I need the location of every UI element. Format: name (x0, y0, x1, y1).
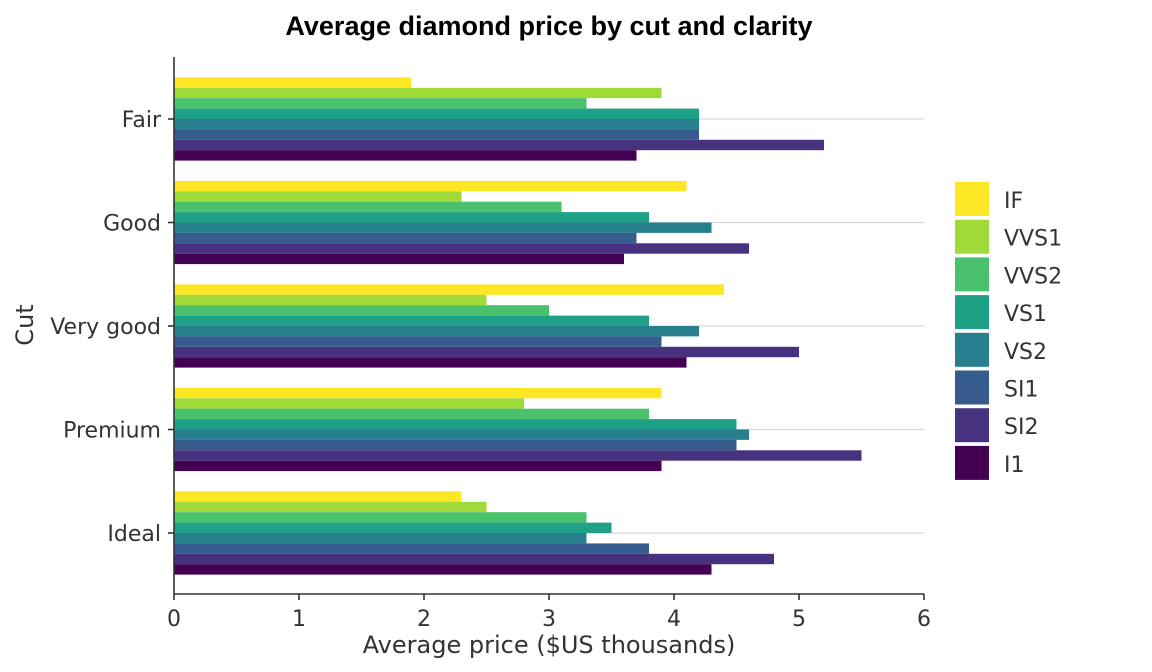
legend-label-si2: SI2 (1004, 415, 1038, 440)
y-tick-label-premium: Premium (63, 419, 161, 444)
bar-ideal-vs1 (174, 522, 612, 533)
legend-label-vvs1: VVS1 (1004, 227, 1062, 252)
tick-layer: Fair Good Very good Premium Ideal 0 1 2 3 4 5 6 (50, 108, 931, 632)
bar-fair-si1 (174, 129, 699, 140)
bar-fair-si2 (174, 139, 824, 151)
legend-swatch-vvs2 (955, 257, 989, 292)
legend-swatch-vs2 (955, 332, 989, 367)
bar-good-vvs2 (174, 201, 562, 213)
legend-label-vvs2: VVS2 (1004, 264, 1062, 289)
bar-fair-vs2 (174, 119, 699, 130)
legend-label-vs2: VS2 (1004, 340, 1047, 365)
legend-label-if: IF (1004, 189, 1023, 214)
bar-good-vvs1 (174, 191, 462, 202)
y-axis-title: Cut (11, 304, 39, 345)
bar-fair-vvs1 (174, 87, 662, 99)
legend-swatch-vs1 (955, 295, 989, 330)
bar-premium-vvs1 (174, 398, 524, 409)
legend-swatch-i1 (955, 445, 989, 480)
x-tick-label-3: 3 (542, 607, 556, 632)
bar-premium-vs2 (174, 429, 749, 440)
bar-good-vs1 (174, 212, 649, 223)
legend-swatch-si1 (955, 370, 989, 405)
bar-ideal-vvs1 (174, 501, 487, 513)
legend-swatch-vvs1 (955, 219, 989, 254)
bar-very-good-if (174, 284, 724, 295)
x-tick-label-5: 5 (792, 607, 806, 632)
x-tick-label-4: 4 (667, 607, 681, 632)
y-tick-label-ideal: Ideal (107, 522, 161, 547)
bar-premium-vs1 (174, 419, 737, 430)
bar-good-vs2 (174, 222, 712, 233)
bar-very-good-si2 (174, 346, 799, 358)
bar-premium-if (174, 387, 662, 399)
bar-very-good-vs1 (174, 315, 649, 326)
bar-fair-if (174, 77, 412, 88)
bar-fair-vvs2 (174, 98, 587, 109)
bar-good-i1 (174, 253, 624, 265)
y-tick-label-very-good: Very good (50, 315, 161, 340)
bar-good-if (174, 180, 687, 192)
y-tick-label-good: Good (103, 212, 161, 237)
x-tick-label-2: 2 (417, 607, 431, 632)
bar-very-good-vvs2 (174, 305, 549, 316)
x-axis-title: Average price ($US thousands) (363, 631, 736, 659)
bar-very-good-si1 (174, 336, 662, 347)
bar-layer (174, 77, 862, 575)
chart-title: Average diamond price by cut and clarity (285, 11, 812, 41)
bar-premium-vvs2 (174, 408, 649, 420)
y-tick-label-fair: Fair (122, 108, 162, 133)
legend-label-i1: I1 (1004, 453, 1025, 478)
bar-ideal-vs2 (174, 533, 587, 544)
legend: IF VVS1 VVS2 VS1 VS2 SI1 SI2 I1 (955, 182, 1062, 480)
bar-ideal-si1 (174, 543, 649, 554)
legend-swatch-si2 (955, 408, 989, 443)
bar-good-si2 (174, 243, 749, 254)
bar-good-si1 (174, 232, 637, 244)
bar-very-good-i1 (174, 357, 687, 368)
bar-premium-si1 (174, 439, 737, 451)
x-tick-label-6: 6 (917, 607, 931, 632)
bar-premium-si2 (174, 450, 862, 461)
bar-ideal-vvs2 (174, 512, 587, 523)
bar-ideal-i1 (174, 564, 712, 575)
legend-label-si1: SI1 (1004, 378, 1038, 403)
bar-fair-i1 (174, 150, 637, 161)
bar-fair-vs1 (174, 108, 699, 119)
bar-very-good-vs2 (174, 326, 699, 337)
x-tick-label-1: 1 (292, 607, 306, 632)
bar-ideal-if (174, 491, 462, 502)
legend-swatch-if (955, 182, 989, 216)
bar-ideal-si2 (174, 553, 774, 565)
x-tick-label-0: 0 (167, 607, 181, 632)
bar-very-good-vvs1 (174, 294, 487, 306)
legend-label-vs1: VS1 (1004, 302, 1047, 327)
bar-premium-i1 (174, 460, 662, 472)
